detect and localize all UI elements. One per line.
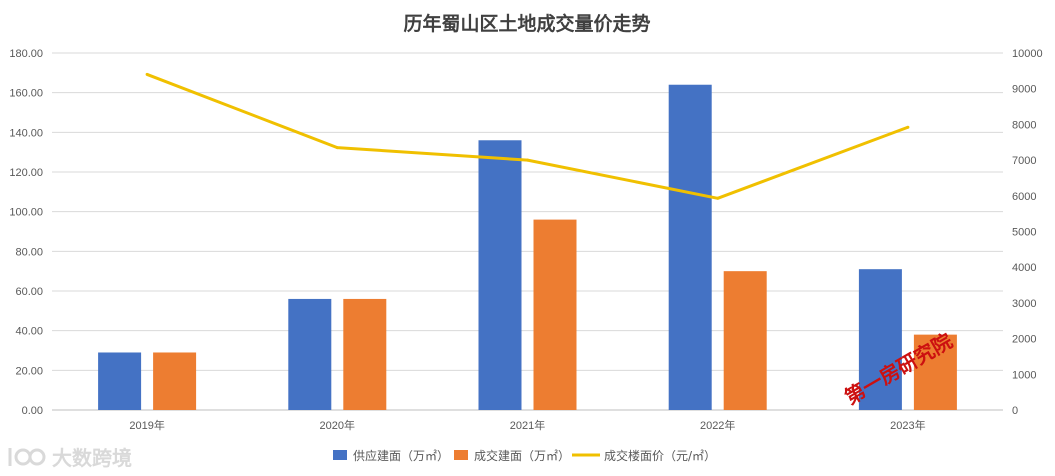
bar-deal (533, 219, 577, 410)
price-point (145, 72, 149, 76)
price-point (526, 158, 529, 162)
right-tick-label: 4000 (1012, 262, 1036, 274)
right-tick-label: 0 (1012, 405, 1018, 417)
x-tick-label: 2020年 (320, 418, 355, 432)
bar-supply (858, 269, 902, 410)
left-tick-label: 0.00 (22, 405, 43, 417)
bar-supply (288, 298, 332, 410)
bar-deal (343, 298, 387, 410)
right-tick-label: 6000 (1012, 191, 1036, 203)
legend-label: 成交建面（万㎡） (474, 448, 570, 463)
price-line (145, 72, 910, 200)
x-tick-label: 2023年 (890, 418, 925, 432)
left-tick-label: 100.00 (9, 207, 43, 219)
right-tick-label: 3000 (1012, 298, 1036, 310)
left-tick-label: 160.00 (9, 88, 43, 100)
chart-title: 历年蜀山区土地成交量价走势 (403, 12, 650, 35)
bar-supply (478, 140, 522, 410)
right-tick-label: 9000 (1012, 84, 1036, 96)
brand-text: 大数跨境 (52, 446, 132, 470)
left-tick-label: 60.00 (15, 286, 43, 298)
x-tick-label: 2021年 (510, 418, 545, 432)
bar-deal (723, 271, 767, 410)
legend-swatch (454, 450, 468, 460)
logo-mark-icon (8, 448, 46, 466)
gridlines (52, 52, 1003, 411)
right-tick-label: 5000 (1012, 227, 1036, 239)
right-tick-label: 2000 (1012, 334, 1036, 346)
left-tick-label: 140.00 (9, 127, 43, 139)
price-point (906, 125, 910, 129)
right-tick-label: 10000 (1012, 48, 1043, 60)
bar-supply (668, 84, 712, 410)
legend: 供应建面（万㎡） 成交建面（万㎡） 成交楼面价（元/㎡） (333, 448, 716, 463)
x-tick-label: 2022年 (700, 418, 735, 432)
right-axis: 0 1000 2000 3000 4000 5000 6000 7000 8000 9000 100… (1012, 48, 1043, 417)
x-axis: 2019年 2020年 2021年 2022年 2023年 (129, 418, 925, 432)
right-tick-label: 1000 (1012, 369, 1036, 381)
left-tick-label: 40.00 (15, 326, 43, 338)
x-tick-label: 2019年 (129, 418, 164, 432)
legend-swatch (333, 450, 347, 460)
right-tick-label: 8000 (1012, 119, 1036, 131)
bars (98, 84, 957, 410)
right-tick-label: 7000 (1012, 155, 1036, 167)
bar-deal (913, 334, 957, 410)
left-tick-label: 20.00 (15, 365, 43, 377)
price-point (716, 196, 720, 200)
legend-label: 供应建面（万㎡） (353, 448, 449, 463)
left-tick-label: 80.00 (15, 246, 43, 258)
left-tick-label: 180.00 (9, 48, 43, 60)
brand-mark: 大数跨境 (8, 446, 132, 470)
bar-supply (98, 352, 142, 410)
price-point (335, 146, 339, 150)
left-axis: 0.00 20.00 40.00 60.00 80.00 100.00 120.00 140.… (9, 48, 43, 417)
left-tick-label: 120.00 (9, 167, 43, 179)
bar-deal (153, 352, 197, 410)
legend-label: 成交楼面价（元/㎡） (604, 448, 716, 463)
